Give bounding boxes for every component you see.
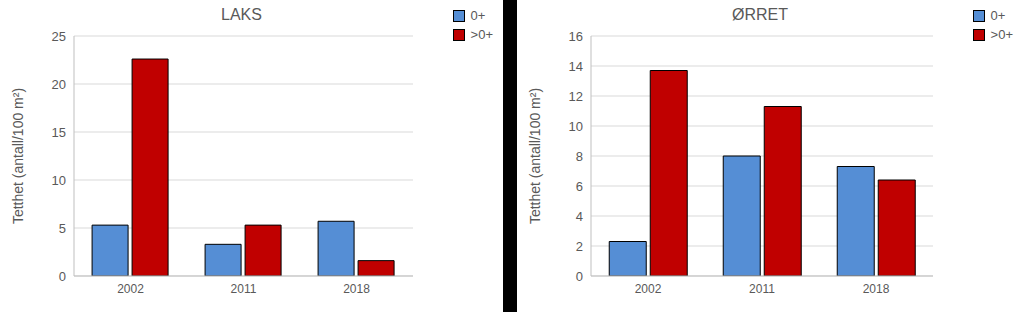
- svg-text:16: 16: [569, 29, 583, 44]
- svg-text:20: 20: [52, 77, 66, 92]
- svg-text:15: 15: [52, 125, 66, 140]
- html-text:>0+: >0+: [990, 27, 1013, 42]
- svg-text:2018: 2018: [863, 282, 890, 296]
- svg-text:Tetthet (antall/100 m²): Tetthet (antall/100 m²): [10, 88, 26, 224]
- svg-text:0: 0: [59, 269, 66, 284]
- svg-text:12: 12: [569, 89, 583, 104]
- svg-text:2011: 2011: [749, 282, 775, 296]
- svg-text:8: 8: [576, 149, 583, 164]
- svg-text:10: 10: [569, 119, 583, 134]
- svg-text:5: 5: [59, 221, 66, 236]
- svg-text:2002: 2002: [635, 282, 662, 296]
- svg-text:2011: 2011: [231, 282, 257, 296]
- svg-text:2018: 2018: [343, 282, 370, 296]
- svg-text:Tetthet (antall/100 m²): Tetthet (antall/100 m²): [527, 88, 543, 224]
- html-text:LAKS: LAKS: [221, 6, 262, 23]
- svg-text:2002: 2002: [117, 282, 144, 296]
- svg-text:6: 6: [576, 179, 583, 194]
- svg-text:10: 10: [52, 173, 66, 188]
- svg-text:25: 25: [52, 29, 66, 44]
- svg-text:14: 14: [569, 59, 583, 74]
- svg-text:2: 2: [576, 239, 583, 254]
- svg-text:4: 4: [576, 209, 583, 224]
- html-text:>0+: >0+: [470, 27, 493, 42]
- svg-text:0: 0: [576, 269, 583, 284]
- html-text:0+: 0+: [470, 8, 486, 23]
- html-text:ØRRET: ØRRET: [732, 6, 788, 23]
- html-text:0+: 0+: [990, 8, 1006, 23]
